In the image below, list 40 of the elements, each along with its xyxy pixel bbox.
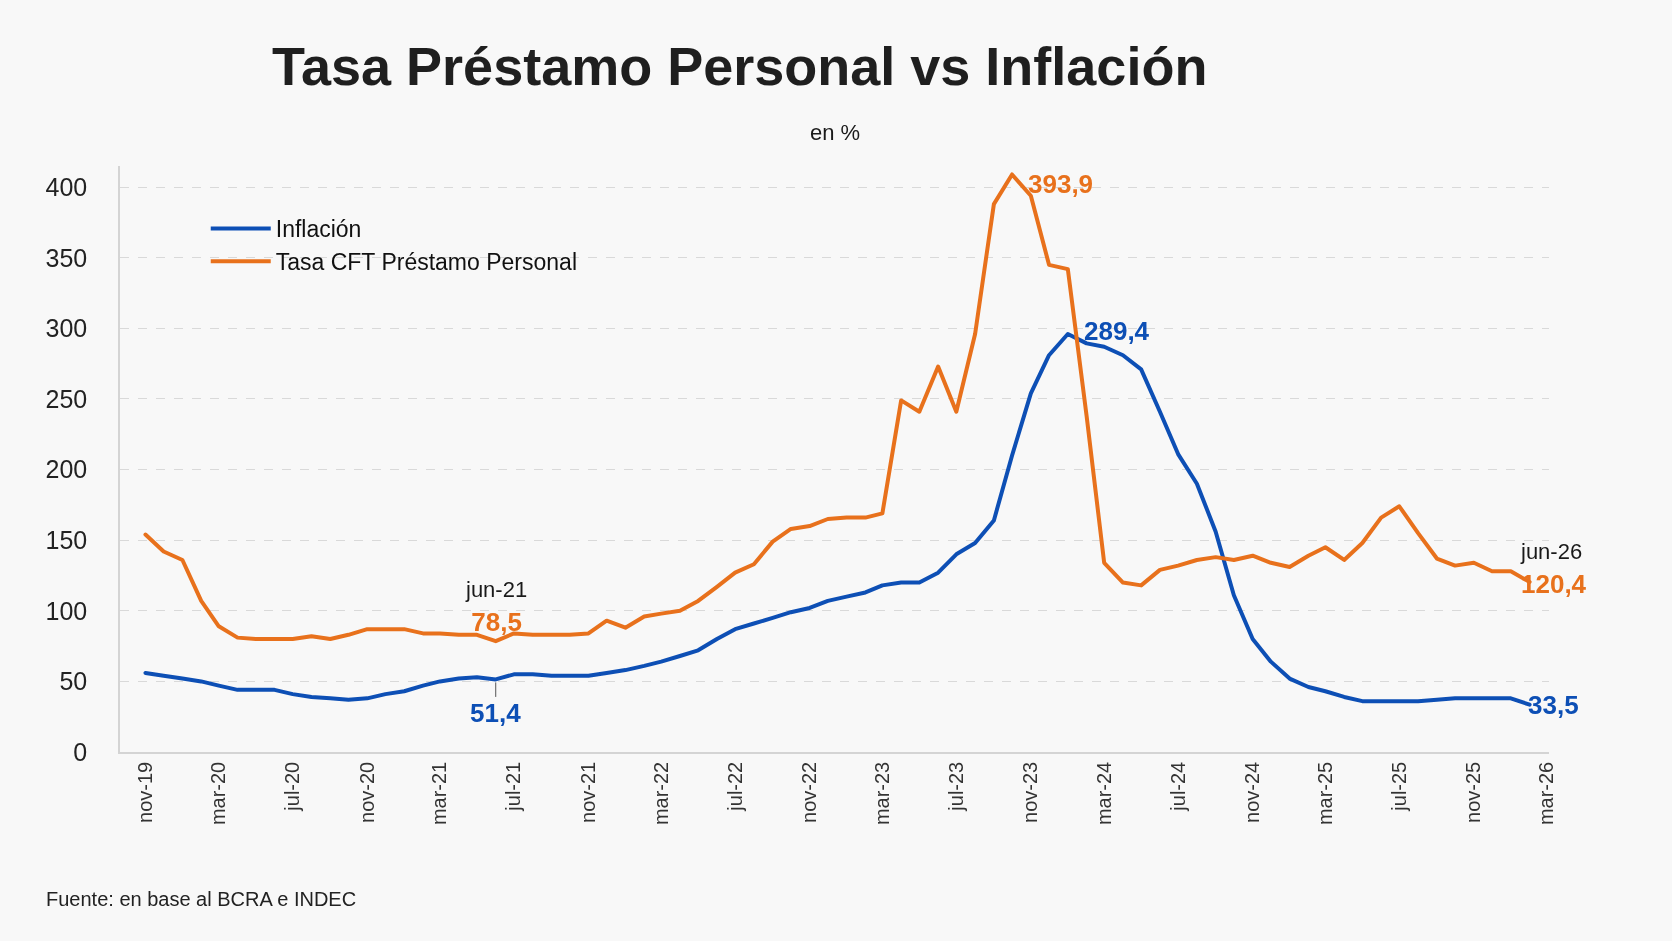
legend-label: Tasa CFT Préstamo Personal (275, 249, 577, 276)
annotation: 289,4 (1084, 316, 1150, 346)
x-tick-label: mar-25 (1313, 761, 1336, 826)
annotation: 51,4 (470, 698, 522, 728)
y-tick-label: 350 (45, 243, 88, 272)
x-tick-label: jul-20 (281, 761, 304, 812)
x-tick-label: jul-21 (502, 761, 525, 812)
x-tick-label: mar-26 (1535, 761, 1558, 826)
x-tick-label: nov-22 (798, 761, 821, 823)
chart-subtitle: en % (810, 120, 861, 145)
y-tick-label: 150 (45, 525, 88, 554)
annotation: 33,5 (1528, 690, 1579, 720)
y-tick-label: 400 (45, 172, 88, 201)
x-tick-label: jul-22 (723, 761, 746, 812)
annotation: jun-26 120,4 (1520, 539, 1587, 599)
x-tick-label: jul-24 (1166, 761, 1189, 812)
x-tick-label: mar-24 (1092, 761, 1115, 826)
annotation: 393,9 (1028, 169, 1094, 199)
legend-label: Inflación (275, 216, 362, 243)
x-tick-label: nov-23 (1019, 761, 1042, 823)
x-tick-label: nov-21 (576, 761, 599, 823)
y-tick-label: 0 (73, 737, 88, 766)
x-tick-label: mar-21 (428, 761, 451, 826)
y-tick-label: 250 (45, 384, 88, 413)
x-tick-label: jul-25 (1387, 761, 1410, 812)
y-tick-label: 50 (59, 667, 88, 696)
chart-title: Tasa Préstamo Personal vs Inflación (272, 35, 1208, 96)
x-tick-label: mar-23 (870, 761, 893, 826)
x-tick-label: nov-24 (1241, 761, 1264, 823)
x-tick-label: mar-22 (649, 761, 672, 826)
source-note: Fuente: en base al BCRA e INDEC (46, 888, 357, 910)
y-tick-label: 200 (45, 455, 88, 484)
x-tick-label: mar-20 (207, 761, 230, 826)
x-tick-label: nov-25 (1462, 761, 1485, 823)
x-tick-label: nov-20 (355, 761, 378, 823)
annotation: jun-21 78,5 (465, 577, 528, 637)
y-tick-label: 300 (45, 314, 88, 343)
y-tick-label: 100 (45, 596, 88, 625)
x-tick-label: nov-19 (133, 761, 156, 823)
x-tick-label: jul-23 (944, 761, 967, 812)
